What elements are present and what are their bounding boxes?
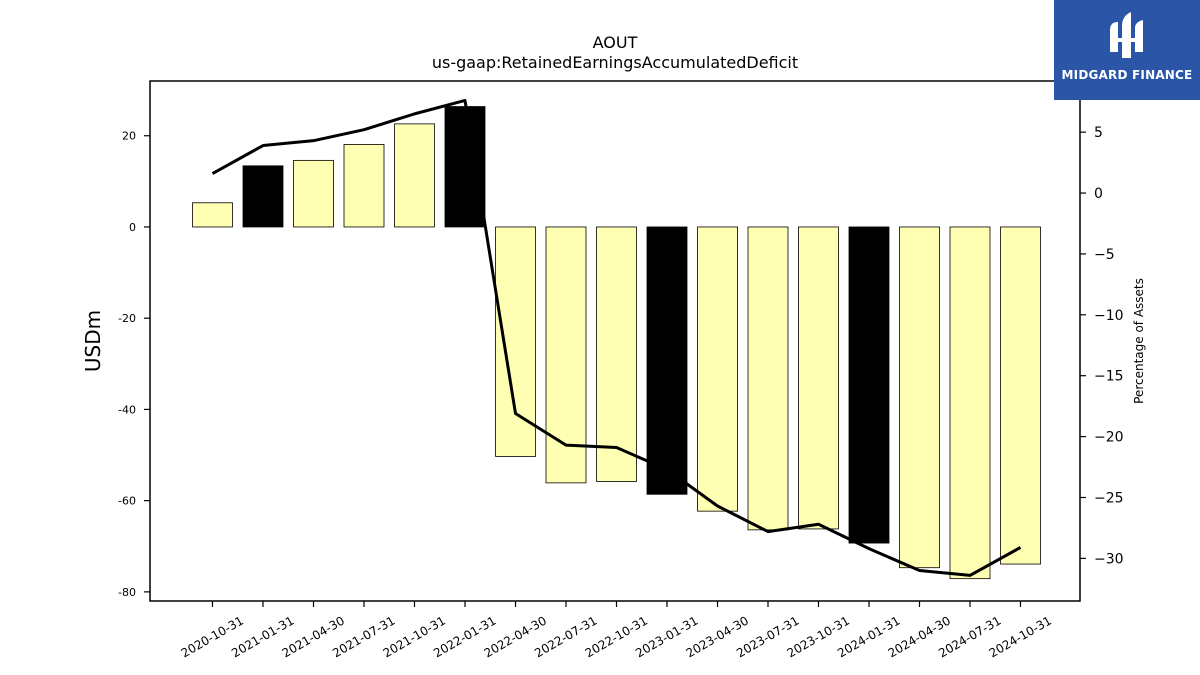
y-tick-label: 20 bbox=[122, 130, 136, 143]
bar-series bbox=[192, 106, 1041, 580]
bar-2022-10-31 bbox=[596, 226, 637, 482]
y2-tick-label: 5 bbox=[1094, 125, 1103, 141]
y-axis-label: USDm bbox=[81, 310, 105, 372]
bar-2022-04-30 bbox=[495, 226, 536, 457]
bar-2023-01-31 bbox=[646, 226, 688, 495]
bar-2021-04-30 bbox=[293, 159, 334, 228]
y-axis-left: -80 -60 -40 -20 0 20 bbox=[118, 130, 150, 599]
plot-frame bbox=[149, 80, 1081, 602]
y2-tick-label: −20 bbox=[1094, 430, 1124, 446]
percentage-line bbox=[211, 98, 1022, 577]
midgard-finance-logo: MIDGARD FINANCE bbox=[1054, 0, 1200, 100]
bar-2024-04-30 bbox=[899, 226, 940, 569]
bar-2022-01-31 bbox=[444, 106, 486, 228]
bar-2023-10-31 bbox=[798, 226, 839, 530]
y2-tick-label: −30 bbox=[1094, 551, 1124, 567]
y2-tick-label: −25 bbox=[1094, 490, 1124, 506]
bar-2021-07-31 bbox=[343, 144, 385, 228]
chart-title: AOUT bbox=[593, 33, 638, 52]
y-tick-label: -40 bbox=[118, 403, 136, 416]
chart-subtitle: us-gaap:RetainedEarningsAccumulatedDefic… bbox=[432, 53, 798, 72]
y-axis-right: −30 −25 −20 −15 −10 −5 0 5 bbox=[1080, 125, 1124, 567]
bar-2023-07-31 bbox=[747, 226, 789, 531]
y-tick-label: -20 bbox=[118, 312, 136, 325]
y2-tick-label: −10 bbox=[1094, 308, 1124, 324]
bar-2021-10-31 bbox=[394, 123, 435, 228]
line-series bbox=[211, 98, 1022, 577]
y-tick-label: -60 bbox=[118, 495, 136, 508]
x-axis: 2020-10-312021-01-312021-04-302021-07-31… bbox=[179, 601, 1054, 660]
y-tick-label: 0 bbox=[129, 221, 136, 234]
bar-2024-01-31 bbox=[848, 226, 890, 544]
bar-2020-10-31 bbox=[192, 202, 233, 228]
bar-2024-10-31 bbox=[1000, 226, 1041, 565]
bar-2024-07-31 bbox=[949, 226, 991, 580]
y2-tick-label: −5 bbox=[1094, 247, 1115, 263]
bar-2021-01-31 bbox=[242, 165, 284, 228]
y2-axis-label: Percentage of Assets bbox=[1132, 278, 1146, 404]
logo-text: MIDGARD FINANCE bbox=[1061, 68, 1193, 82]
bar-2023-04-30 bbox=[697, 226, 738, 512]
y-tick-label: -80 bbox=[118, 586, 136, 599]
bar-2022-07-31 bbox=[545, 226, 587, 484]
y2-tick-label: −15 bbox=[1094, 369, 1124, 385]
logo-mark-icon bbox=[1110, 12, 1143, 58]
y2-tick-label: 0 bbox=[1094, 186, 1103, 202]
